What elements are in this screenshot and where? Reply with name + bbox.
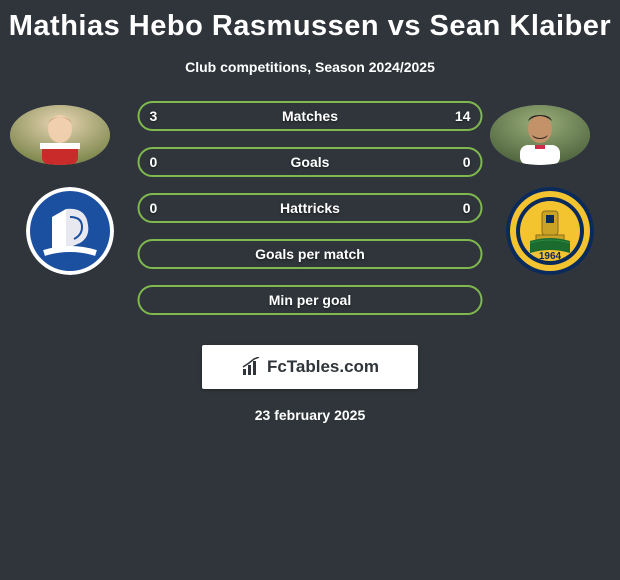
stat-left-value: 0 [150,200,158,216]
brand-badge[interactable]: FcTables.com [202,345,418,389]
stat-pill-hattricks: 0 Hattricks 0 [138,193,483,223]
brand-text: FcTables.com [267,357,379,377]
stat-label: Matches [282,108,338,124]
stat-label: Goals per match [255,246,365,262]
stat-pill-min-per-goal: Min per goal [138,285,483,315]
stat-right-value: 0 [463,154,471,170]
svg-text:1964: 1964 [539,251,562,262]
stat-pill-goals-per-match: Goals per match [138,239,483,269]
stat-label: Hattricks [280,200,340,216]
date-stamp: 23 february 2025 [0,407,620,423]
club1-badge: YNGBY B [26,187,114,275]
chart-icon [241,357,261,377]
stat-label: Goals [291,154,330,170]
subtitle: Club competitions, Season 2024/2025 [0,59,620,75]
stat-label: Min per goal [269,292,351,308]
stat-pill-matches: 3 Matches 14 [138,101,483,131]
page-title: Mathias Hebo Rasmussen vs Sean Klaiber [0,0,620,43]
stat-pills: 3 Matches 14 0 Goals 0 0 Hattricks 0 Goals per ma… [138,101,483,331]
stat-left-value: 3 [150,108,158,124]
stat-right-value: 14 [455,108,471,124]
stat-pill-goals: 0 Goals 0 [138,147,483,177]
stat-right-value: 0 [463,200,471,216]
svg-text:YNGBY B: YNGBY B [54,254,86,261]
comparison-stage: YNGBY B 1964 3 Matches 14 0 Goals 0 0 Hattricks… [0,101,620,331]
player1-avatar [10,105,110,165]
club2-badge: 1964 [506,187,594,275]
stat-left-value: 0 [150,154,158,170]
player2-avatar [490,105,590,165]
